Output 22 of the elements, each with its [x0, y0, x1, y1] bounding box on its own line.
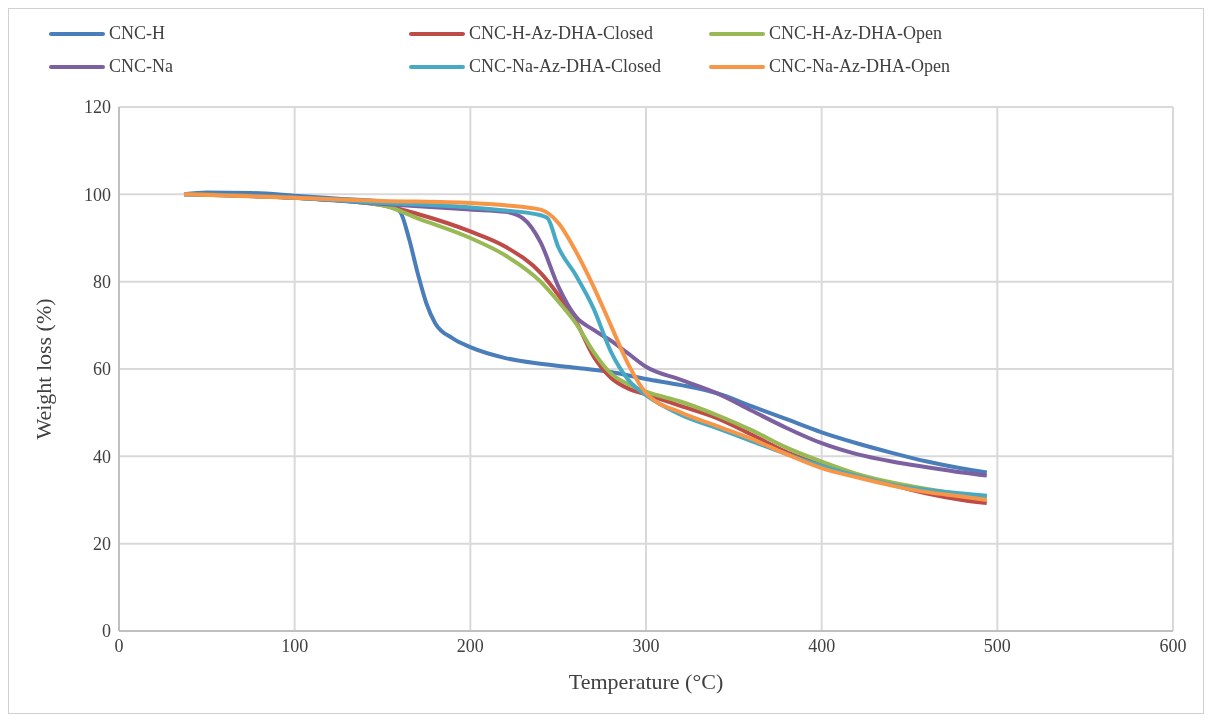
y-tick-label: 120	[84, 97, 111, 118]
y-axis-title: Weight loss (%)	[30, 298, 56, 440]
x-axis-title: Temperature (°C)	[568, 669, 724, 694]
legend-label: CNC-Na-Az-DHA-Closed	[469, 56, 661, 77]
y-tick-label: 80	[93, 272, 111, 293]
y-tick-label: 40	[93, 446, 111, 467]
x-tick-label: 200	[456, 635, 484, 656]
legend-label: CNC-H	[109, 23, 166, 44]
y-tick-label: 0	[102, 621, 111, 642]
y-tick-label: 20	[93, 534, 111, 555]
y-tick-label: 100	[84, 184, 111, 205]
x-tick-label: 0	[114, 635, 124, 656]
x-tick-label: 500	[983, 635, 1011, 656]
x-tick-label: 100	[281, 635, 309, 656]
x-tick-label: 400	[808, 635, 836, 656]
x-tick-label: 600	[1159, 635, 1187, 656]
legend-label: CNC-Na-Az-DHA-Open	[769, 56, 950, 77]
legend-label: CNC-Na	[109, 56, 173, 77]
legend-label: CNC-H-Az-DHA-Closed	[469, 23, 653, 44]
x-tick-label: 300	[632, 635, 660, 656]
y-tick-label: 60	[93, 359, 111, 380]
legend-label: CNC-H-Az-DHA-Open	[769, 23, 942, 44]
